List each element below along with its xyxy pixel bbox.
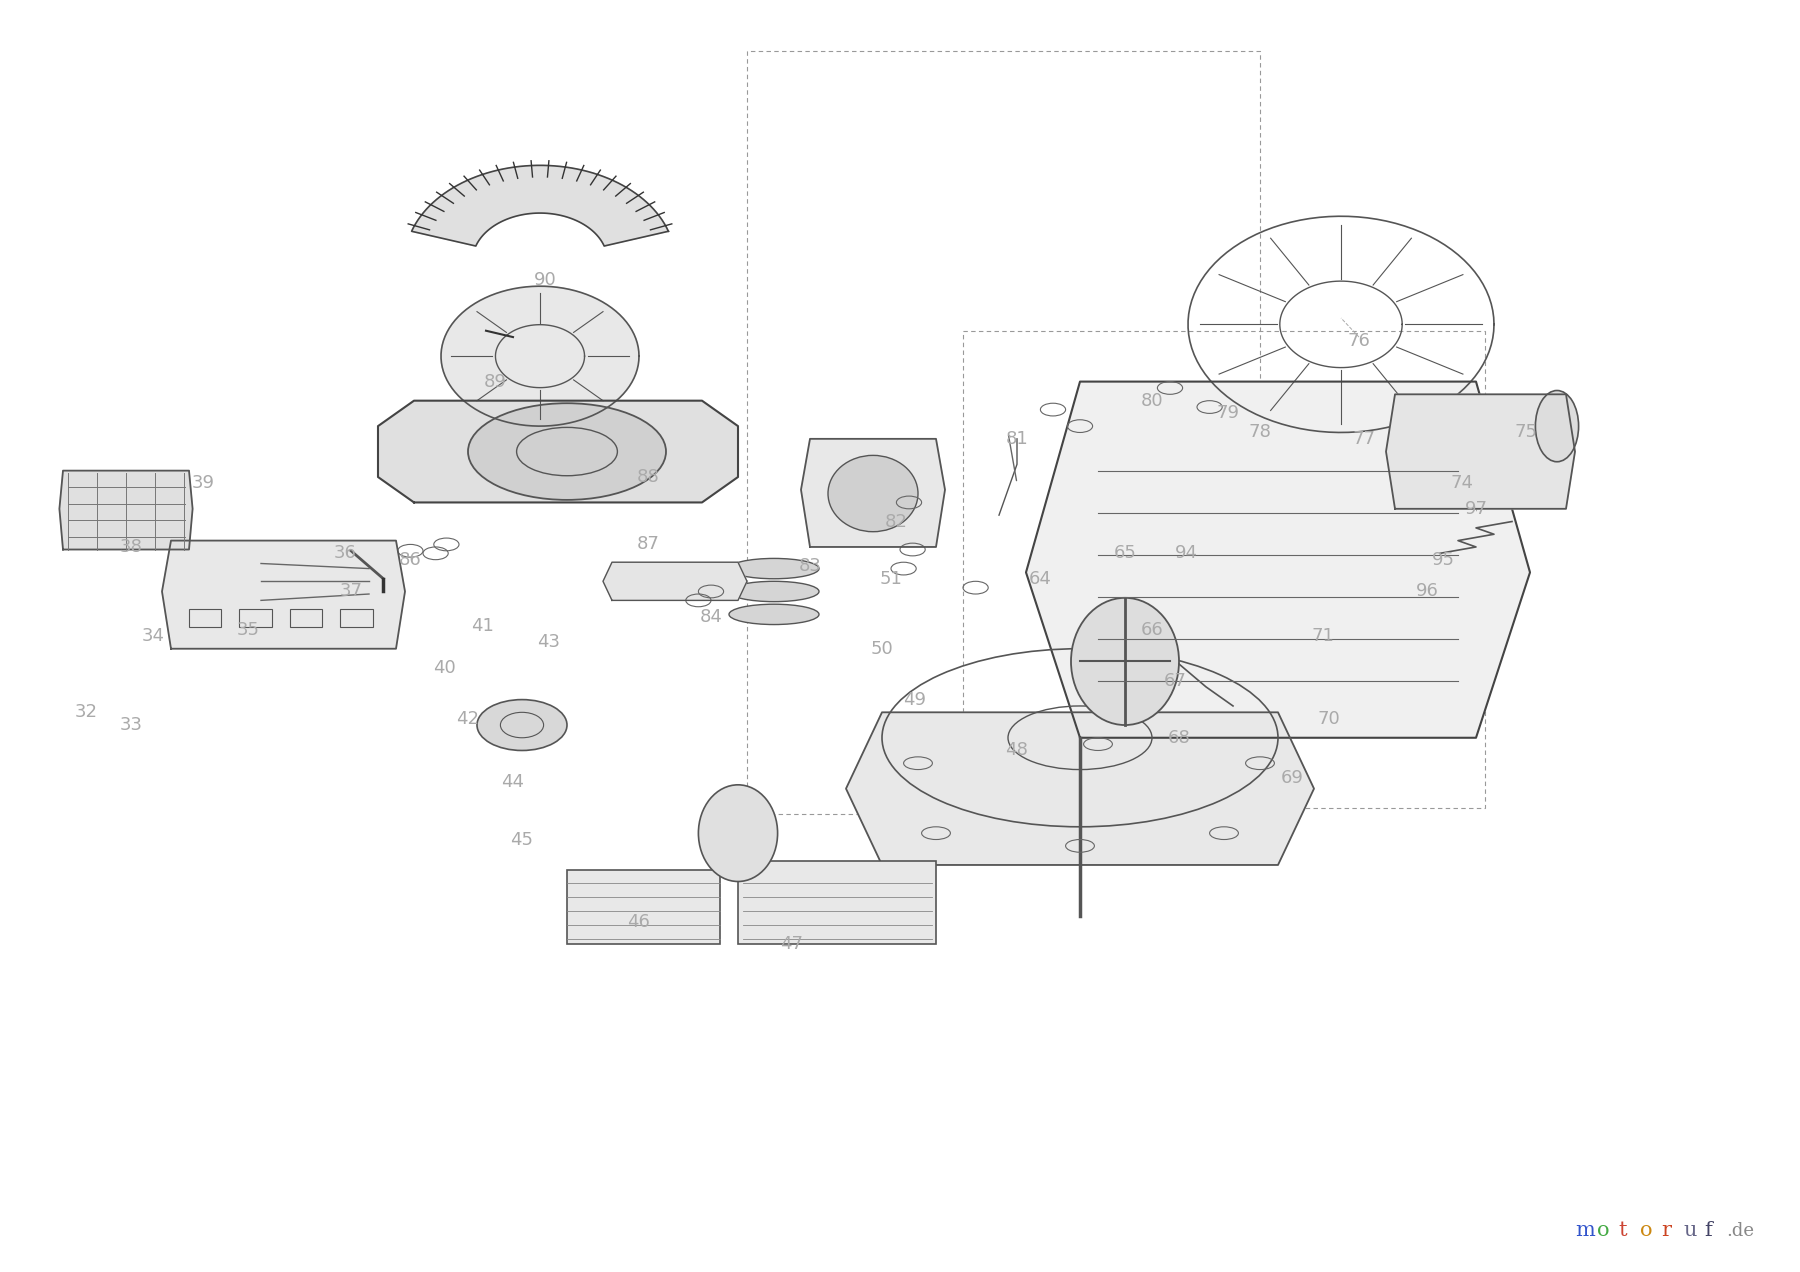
Text: 35: 35 [238,621,259,639]
Bar [189,609,221,627]
Ellipse shape [828,455,918,532]
Polygon shape [1386,394,1575,509]
Text: t: t [1618,1221,1627,1240]
Text: f: f [1705,1221,1712,1240]
Text: 94: 94 [1175,544,1197,562]
Bar [963,331,1485,808]
Text: 70: 70 [1318,710,1339,728]
Text: 65: 65 [1114,544,1136,562]
Text: 44: 44 [502,773,524,791]
Ellipse shape [729,558,819,579]
Text: 40: 40 [434,659,455,677]
Text: 33: 33 [121,716,142,734]
Bar [290,609,322,627]
Text: 41: 41 [472,617,493,635]
Text: 74: 74 [1451,474,1472,492]
Text: 42: 42 [457,710,479,728]
Ellipse shape [698,785,778,881]
Text: u: u [1683,1221,1696,1240]
Text: 78: 78 [1249,424,1271,441]
Text: 96: 96 [1417,583,1438,600]
Text: 82: 82 [886,513,907,530]
Text: o: o [1640,1221,1652,1240]
Text: 50: 50 [871,640,893,658]
Text: 80: 80 [1141,392,1163,410]
Text: 81: 81 [1006,430,1028,448]
Text: 64: 64 [1030,570,1051,588]
Ellipse shape [468,403,666,500]
Text: 89: 89 [484,373,506,391]
Text: 86: 86 [400,551,421,569]
Text: 32: 32 [76,703,97,721]
Text: 71: 71 [1312,627,1334,645]
Polygon shape [846,712,1314,865]
Text: 90: 90 [535,271,556,289]
Bar [239,609,272,627]
Text: o: o [1597,1221,1609,1240]
Text: .de: .de [1726,1222,1755,1240]
Text: r: r [1661,1221,1672,1240]
Text: 77: 77 [1354,430,1375,448]
Polygon shape [162,541,405,649]
Text: 88: 88 [637,468,659,486]
Polygon shape [801,439,945,547]
Ellipse shape [729,604,819,625]
Text: 51: 51 [880,570,902,588]
Polygon shape [441,286,639,426]
Text: 39: 39 [193,474,214,492]
Text: 49: 49 [904,691,925,709]
Text: 43: 43 [538,633,560,651]
Text: 66: 66 [1141,621,1163,639]
Text: 79: 79 [1217,404,1238,422]
Bar [738,861,936,944]
Text: 48: 48 [1006,742,1028,759]
Bar [747,51,1260,814]
Text: 95: 95 [1433,551,1454,569]
Ellipse shape [1071,598,1179,725]
Ellipse shape [729,581,819,602]
Polygon shape [1026,382,1530,738]
Text: 34: 34 [142,627,164,645]
Text: 84: 84 [700,608,722,626]
Text: 36: 36 [335,544,356,562]
Text: 69: 69 [1282,770,1303,787]
Text: 68: 68 [1168,729,1190,747]
Bar [567,870,720,944]
Polygon shape [378,401,738,502]
Polygon shape [59,471,193,550]
Ellipse shape [477,700,567,750]
Text: 45: 45 [511,831,533,848]
Bar [340,609,373,627]
Text: 38: 38 [121,538,142,556]
Text: 46: 46 [628,913,650,931]
Text: 76: 76 [1348,332,1370,350]
Text: 37: 37 [340,583,362,600]
Polygon shape [412,165,668,245]
Text: 97: 97 [1465,500,1487,518]
Text: m: m [1575,1221,1595,1240]
Ellipse shape [1535,391,1579,462]
Text: 83: 83 [799,557,821,575]
Polygon shape [603,562,747,600]
Text: 47: 47 [781,935,803,953]
Text: 87: 87 [637,536,659,553]
Text: 75: 75 [1516,424,1537,441]
Text: 67: 67 [1165,672,1186,689]
